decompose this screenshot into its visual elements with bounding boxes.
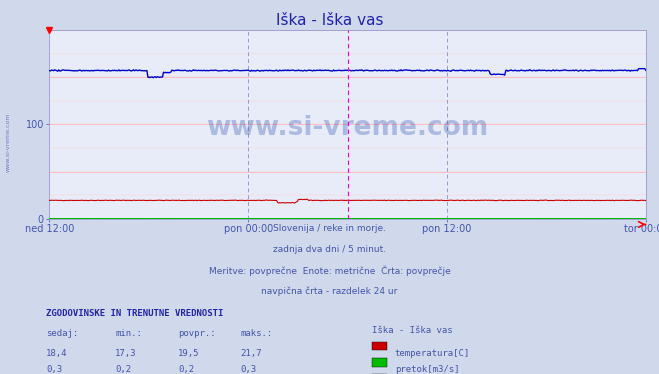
Text: temperatura[C]: temperatura[C] — [395, 349, 470, 358]
Text: sedaj:: sedaj: — [46, 329, 78, 338]
Text: ZGODOVINSKE IN TRENUTNE VREDNOSTI: ZGODOVINSKE IN TRENUTNE VREDNOSTI — [46, 309, 223, 318]
Text: 17,3: 17,3 — [115, 349, 137, 358]
Text: 0,2: 0,2 — [115, 365, 131, 374]
Text: 21,7: 21,7 — [241, 349, 262, 358]
Text: www.si-vreme.com: www.si-vreme.com — [6, 112, 11, 172]
Text: Meritve: povprečne  Enote: metrične  Črta: povprečje: Meritve: povprečne Enote: metrične Črta:… — [209, 266, 450, 276]
Text: Iška - Iška vas: Iška - Iška vas — [372, 326, 453, 335]
Text: navpična črta - razdelek 24 ur: navpična črta - razdelek 24 ur — [262, 286, 397, 295]
Text: Iška - Iška vas: Iška - Iška vas — [275, 13, 384, 28]
Text: min.:: min.: — [115, 329, 142, 338]
Text: Slovenija / reke in morje.: Slovenija / reke in morje. — [273, 224, 386, 233]
Text: 19,5: 19,5 — [178, 349, 200, 358]
Text: povpr.:: povpr.: — [178, 329, 215, 338]
Text: zadnja dva dni / 5 minut.: zadnja dva dni / 5 minut. — [273, 245, 386, 254]
Text: 18,4: 18,4 — [46, 349, 68, 358]
Text: 0,3: 0,3 — [241, 365, 256, 374]
Text: www.si-vreme.com: www.si-vreme.com — [206, 115, 489, 141]
Text: maks.:: maks.: — [241, 329, 273, 338]
Text: pretok[m3/s]: pretok[m3/s] — [395, 365, 459, 374]
Text: 0,2: 0,2 — [178, 365, 194, 374]
Text: 0,3: 0,3 — [46, 365, 62, 374]
